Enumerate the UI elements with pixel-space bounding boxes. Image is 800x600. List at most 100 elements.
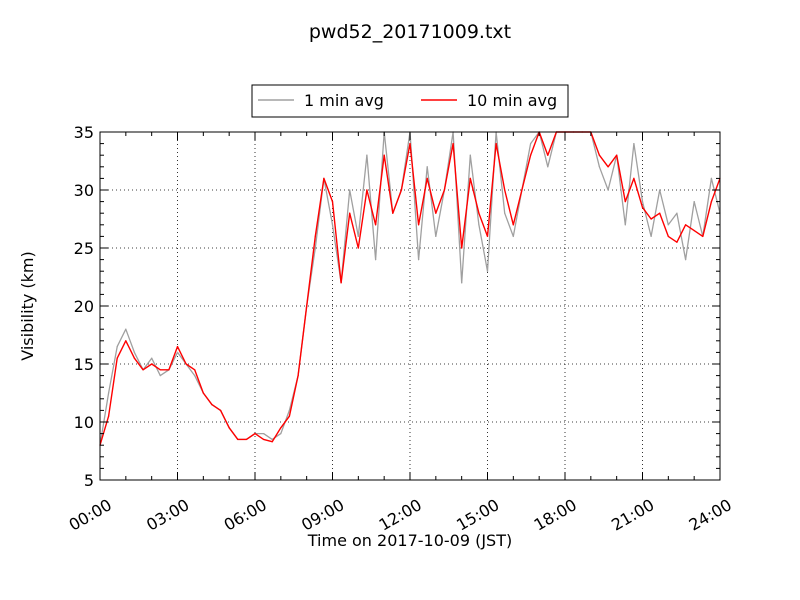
legend-label-10min: 10 min avg <box>467 91 557 110</box>
data-point-1min <box>685 259 687 261</box>
data-point-10min <box>125 340 127 342</box>
x-tick-label: 18:00 <box>531 495 580 535</box>
data-point-1min <box>288 409 290 411</box>
data-point-10min <box>469 177 471 179</box>
data-point-1min <box>650 235 652 237</box>
data-point-10min <box>452 143 454 145</box>
data-point-1min <box>547 166 549 168</box>
data-point-10min <box>521 189 523 191</box>
plot-frame <box>99 131 721 481</box>
data-point-10min <box>392 212 394 214</box>
data-point-10min <box>383 154 385 156</box>
data-point-10min <box>323 177 325 179</box>
x-tick-label: 09:00 <box>298 495 347 535</box>
data-point-1min <box>659 189 661 191</box>
data-point-1min <box>530 143 532 145</box>
data-point-1min <box>426 166 428 168</box>
data-point-10min <box>245 438 247 440</box>
x-tick-label: 12:00 <box>376 495 425 535</box>
data-point-1min <box>512 235 514 237</box>
data-point-10min <box>530 154 532 156</box>
data-point-1min <box>159 375 161 377</box>
data-point-10min <box>685 224 687 226</box>
data-point-1min <box>314 247 316 249</box>
data-point-1min <box>607 189 609 191</box>
data-point-10min <box>616 154 618 156</box>
data-point-10min <box>366 189 368 191</box>
data-point-10min <box>659 212 661 214</box>
y-tick-label: 30 <box>74 181 94 200</box>
data-point-10min <box>306 305 308 307</box>
data-point-1min <box>375 259 377 261</box>
x-tick-label: 15:00 <box>453 495 502 535</box>
data-point-10min <box>633 177 635 179</box>
data-point-10min <box>288 415 290 417</box>
data-point-10min <box>512 224 514 226</box>
x-tick-labels: 00:00 03:00 06:00 09:00 12:00 15:00 18:00 21:00… <box>66 495 735 535</box>
data-point-1min <box>151 357 153 359</box>
data-point-10min <box>133 357 135 359</box>
data-point-10min <box>607 166 609 168</box>
data-point-1min <box>176 351 179 353</box>
data-point-1min <box>263 433 265 435</box>
data-point-10min <box>443 189 445 191</box>
data-point-10min <box>254 433 256 435</box>
data-point-10min <box>142 369 144 371</box>
data-point-10min <box>418 224 420 226</box>
data-point-10min <box>202 392 204 394</box>
x-tick-label: 06:00 <box>221 495 270 535</box>
data-point-1min <box>676 212 678 214</box>
data-point-10min <box>710 201 713 203</box>
plot-area <box>99 131 721 481</box>
x-tick-label: 21:00 <box>608 495 657 535</box>
data-point-1min <box>667 224 669 226</box>
data-point-1min <box>693 201 695 203</box>
data-point-10min <box>400 189 402 191</box>
data-point-10min <box>461 247 463 249</box>
y-tick-labels: 5 10 15 20 25 30 35 <box>74 123 94 490</box>
data-point-1min <box>633 143 635 145</box>
y-tick-label: 35 <box>74 123 94 142</box>
data-point-10min <box>409 143 411 145</box>
data-point-10min <box>151 363 153 365</box>
data-point-1min <box>469 154 471 156</box>
data-point-1min <box>461 282 463 284</box>
data-point-1min <box>598 166 601 168</box>
data-point-10min <box>702 235 704 237</box>
data-point-1min <box>125 328 127 330</box>
data-point-10min <box>667 235 669 237</box>
data-point-1min <box>194 375 196 377</box>
data-point-1min <box>435 235 437 237</box>
data-point-10min <box>237 438 239 440</box>
grid-lines <box>100 132 720 480</box>
data-point-10min <box>478 212 480 214</box>
x-tick-label: 24:00 <box>686 495 735 535</box>
data-point-1min <box>357 235 359 237</box>
data-point-10min <box>271 441 273 443</box>
data-point-1min <box>641 201 644 203</box>
x-axis-label: Time on 2017-10-09 (JST) <box>307 531 512 550</box>
data-point-1min <box>710 177 713 179</box>
data-point-1min <box>418 259 420 261</box>
data-point-10min <box>116 357 118 359</box>
y-tick-label: 10 <box>74 413 94 432</box>
data-point-10min <box>280 427 282 429</box>
data-point-10min <box>297 375 299 377</box>
data-point-10min <box>641 206 644 208</box>
data-point-1min <box>478 224 480 226</box>
data-point-10min <box>693 230 695 232</box>
x-tick-label: 00:00 <box>66 495 115 535</box>
data-point-1min <box>349 189 351 191</box>
data-point-10min <box>185 363 187 365</box>
y-tick-label: 5 <box>84 471 94 490</box>
x-tick-label: 03:00 <box>143 495 192 535</box>
y-tick-label: 25 <box>74 239 94 258</box>
data-point-10min <box>547 154 549 156</box>
data-point-1min <box>116 346 118 348</box>
data-point-10min <box>228 427 230 429</box>
data-point-1min <box>108 392 110 394</box>
data-point-10min <box>375 224 377 226</box>
legend-box <box>251 84 569 118</box>
data-point-10min <box>426 177 428 179</box>
